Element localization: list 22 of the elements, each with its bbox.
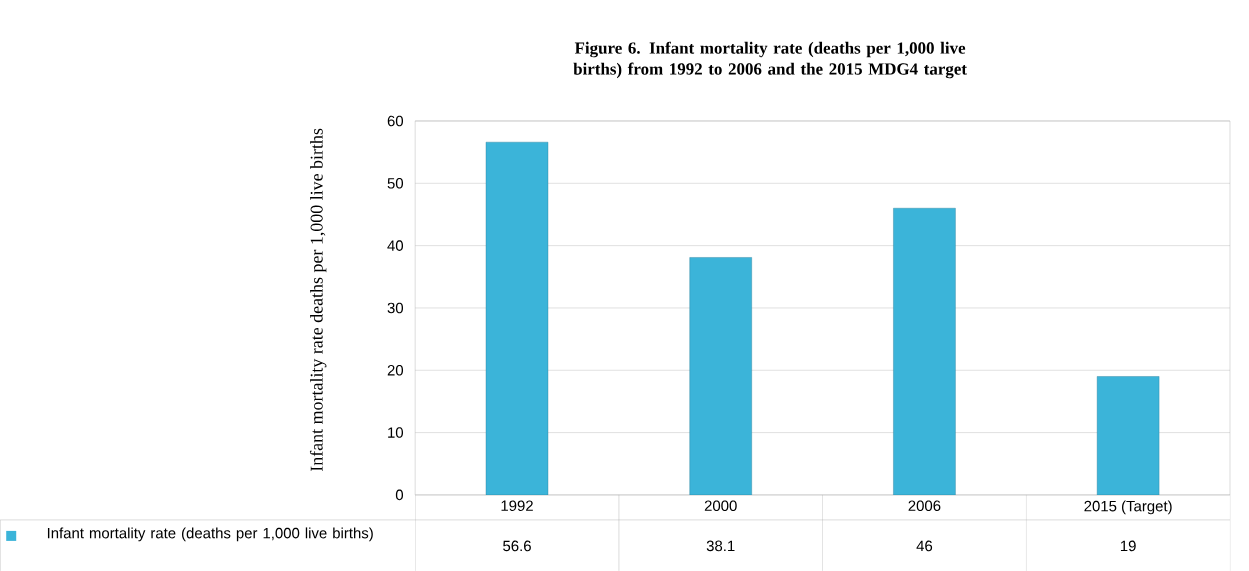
- chart-title: Figure 6. Infant mortality rate (deaths per 1,000 live births) from 1992 to 2006 and the 2015 MDG4 target: [573, 41, 967, 79]
- x-tick-label: 2015 (Target): [1084, 500, 1172, 515]
- y-tick-label: 10: [388, 427, 404, 438]
- x-tick-label: 1992: [501, 500, 533, 511]
- x-tick-label: 2006: [908, 500, 941, 511]
- y-tick-label: 30: [387, 302, 404, 314]
- y-tick-label: 60: [387, 115, 404, 127]
- bar: [485, 141, 549, 495]
- bar: [893, 207, 956, 495]
- y-tick-label: 0: [395, 489, 404, 501]
- data-label: 46: [916, 540, 933, 552]
- data-label: 38.1: [706, 540, 735, 552]
- y-tick-label: 40: [387, 240, 404, 251]
- bar: [689, 257, 752, 495]
- x-tick-label: 2000: [704, 500, 737, 511]
- y-tick-label: 20: [387, 364, 404, 376]
- legend-label: Infant mortality rate (deaths per 1,000 live births): [47, 527, 373, 542]
- bar: [1096, 376, 1160, 495]
- data-label: 56.6: [503, 540, 531, 552]
- y-axis-title: Infant mortality rate deaths per 1,000 live births: [309, 128, 327, 472]
- data-label: 19: [1120, 540, 1136, 552]
- y-tick-label: 50: [387, 177, 404, 189]
